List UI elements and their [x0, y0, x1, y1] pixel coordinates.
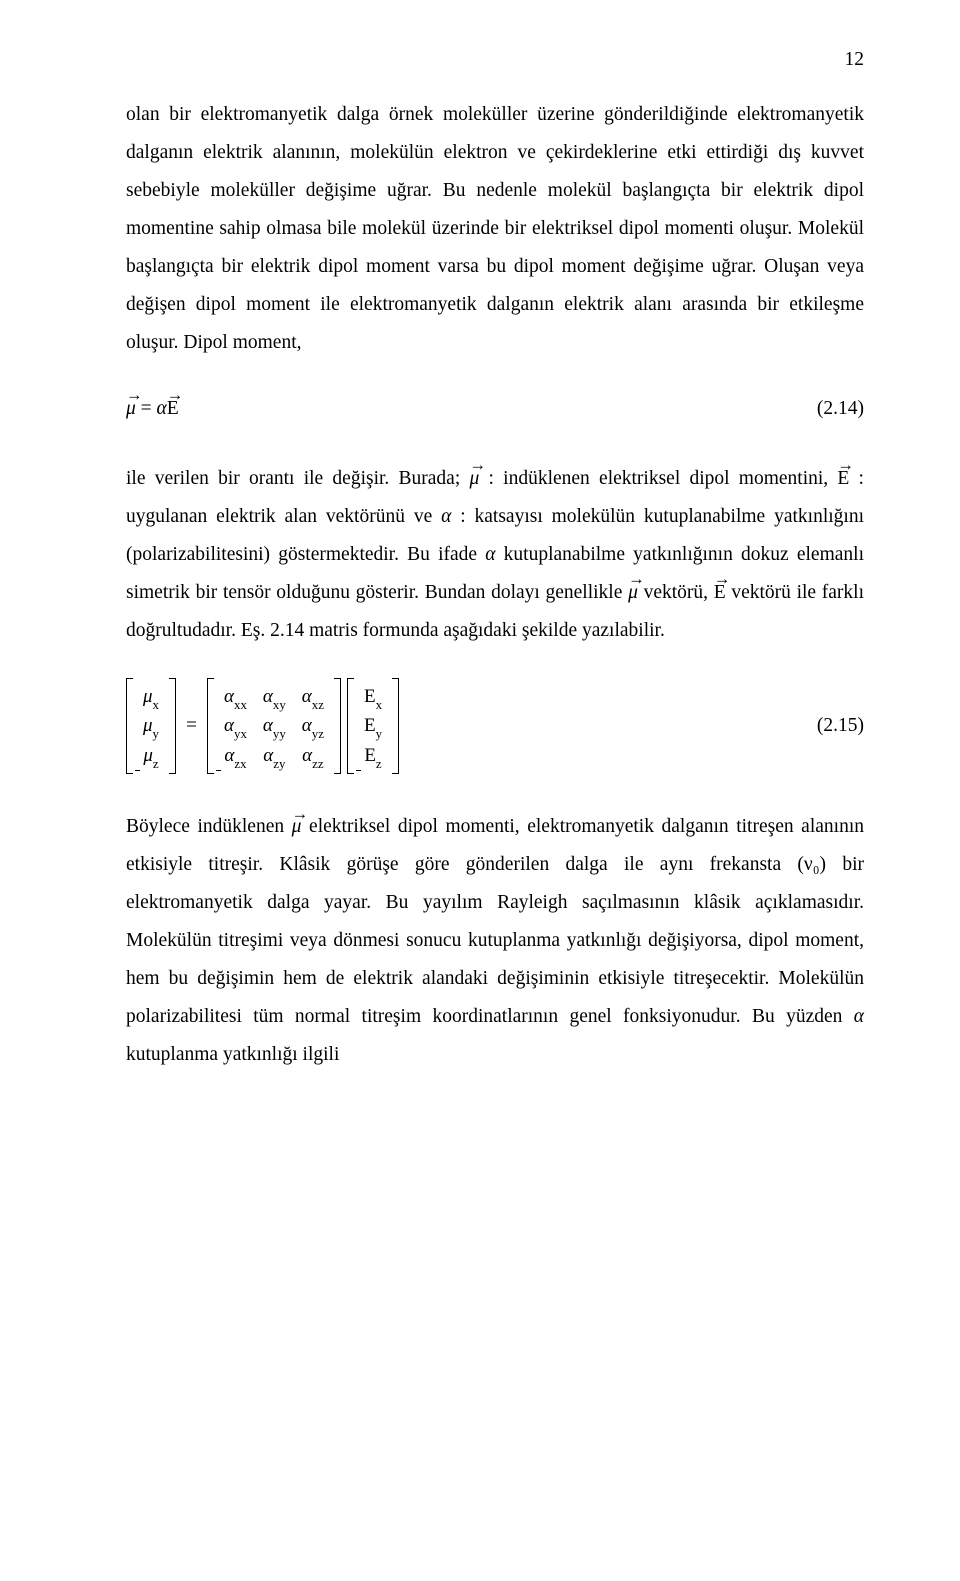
- mu-inline-arrow-2: →: [628, 563, 638, 595]
- p3-part-rest: elektriksel dipol momenti, elektromanyet…: [126, 816, 864, 1027]
- alpha-symbol: α: [157, 398, 167, 419]
- mu-inline-arrow-3: →: [292, 798, 302, 830]
- E-vector-arrow: →: [167, 379, 179, 411]
- alpha-inline-2: α: [485, 544, 495, 565]
- mu-inline-arrow-1: →: [469, 449, 479, 481]
- paragraph-2: ile verilen bir orantı ile değişir. Bura…: [126, 460, 864, 650]
- mu-column-vector: μx μy μz: [126, 678, 176, 774]
- equation-2-15-number: (2.15): [817, 707, 864, 745]
- equation-2-14: →μ = α→E (2.14): [126, 390, 864, 428]
- alpha-inline-3: α: [854, 1006, 864, 1027]
- equation-2-15: μx μy μz = αxx αxy αxz αyx αyy: [126, 678, 864, 774]
- alpha-tensor-matrix: αxx αxy αxz αyx αyy αyz αzx αzy αzz: [207, 678, 341, 774]
- page: 12 olan bir elektromanyetik dalga örnek …: [0, 0, 960, 1134]
- E-inline-arrow-1: →: [837, 449, 849, 481]
- p2-part-1: : indüklenen elektriksel dipol momentini…: [479, 468, 837, 489]
- E-column-vector: Ex Ey Ez: [347, 678, 399, 774]
- equation-2-15-expr: μx μy μz = αxx αxy αxz αyx αyy: [126, 678, 399, 774]
- page-number: 12: [126, 50, 864, 70]
- p2-part-5: vektörü,: [638, 582, 714, 603]
- equation-2-14-expr: →μ = α→E: [126, 390, 179, 428]
- E-inline-arrow-2: →: [714, 563, 726, 595]
- equals-sign: =: [182, 707, 201, 745]
- p3-part-pre: Böylece indüklenen: [126, 816, 292, 837]
- mu-vector-arrow: →: [126, 379, 136, 411]
- paragraph-3: Böylece indüklenen →μ elektriksel dipol …: [126, 808, 864, 1074]
- paragraph-1: olan bir elektromanyetik dalga örnek mol…: [126, 96, 864, 362]
- p2-part-pre: ile verilen bir orantı ile değişir. Bura…: [126, 468, 469, 489]
- equation-2-14-number: (2.14): [817, 390, 864, 428]
- alpha-inline-1: α: [441, 506, 451, 527]
- p3-part-end: kutuplanma yatkınlığı ilgili: [126, 1044, 339, 1065]
